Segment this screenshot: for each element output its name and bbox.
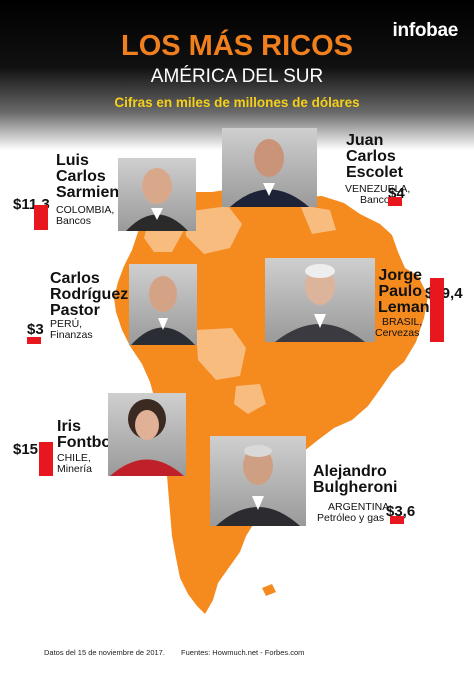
value-bar: [390, 516, 404, 524]
header-background: [0, 0, 474, 150]
person-country: VENEZUELA,: [345, 183, 411, 195]
person-sector: Petróleo y gas: [317, 512, 385, 524]
person-photo: [210, 436, 306, 526]
person-photo: [118, 158, 196, 231]
person-sector: Bancos: [56, 215, 92, 227]
value-bar: [27, 337, 41, 344]
person-country: CHILE,: [57, 452, 91, 464]
footer-sources: Fuentes: Howmuch.net - Forbes.com: [181, 648, 305, 657]
person-name: Alejandro Bulgheroni: [313, 463, 398, 496]
value-bar: [39, 442, 53, 476]
value-bar: [430, 278, 444, 342]
country-region: [300, 205, 336, 234]
person-photo: [108, 393, 186, 476]
person-name: Juan Carlos Escolet: [346, 132, 403, 181]
person-photo: [129, 264, 197, 345]
units-label: Cifras en miles de millones de dólares: [114, 95, 360, 110]
footer-date: Datos del 15 de noviembre de 2017.: [44, 648, 165, 657]
footer: Datos del 15 de noviembre de 2017. Fuent…: [44, 648, 318, 657]
person-name: Luis Carlos Sarmiento: [56, 152, 135, 201]
person-sector: Cervezas: [375, 327, 420, 339]
person-sector: Finanzas: [50, 329, 93, 341]
person-country: PERÚ,: [50, 318, 83, 330]
brand-logo: infobae: [392, 20, 459, 41]
person-name: Jorge Paulo Lemann: [378, 267, 440, 316]
value-bar: [34, 205, 48, 230]
person-photo: [265, 258, 375, 342]
country-region: [196, 328, 246, 380]
country-region: [234, 384, 266, 414]
person-sector: Minería: [57, 463, 93, 475]
person-sector: Bancos: [360, 194, 396, 206]
country-region: [184, 206, 242, 254]
value-label: $3: [27, 321, 44, 338]
value-bar: [388, 197, 402, 206]
value-label: $3,6: [386, 503, 416, 520]
person-name: Carlos Rodríguez Pastor: [50, 270, 129, 319]
person-country: COLOMBIA,: [56, 204, 115, 216]
person-photo: [222, 128, 317, 207]
person-country: BRASIL,: [382, 316, 423, 328]
person-country: ARGENTINA,: [328, 501, 393, 513]
page-title: LOS MÁS RICOS: [120, 30, 353, 62]
falkland-islands: [262, 584, 276, 596]
page-subtitle: AMÉRICA DEL SUR: [150, 66, 324, 87]
